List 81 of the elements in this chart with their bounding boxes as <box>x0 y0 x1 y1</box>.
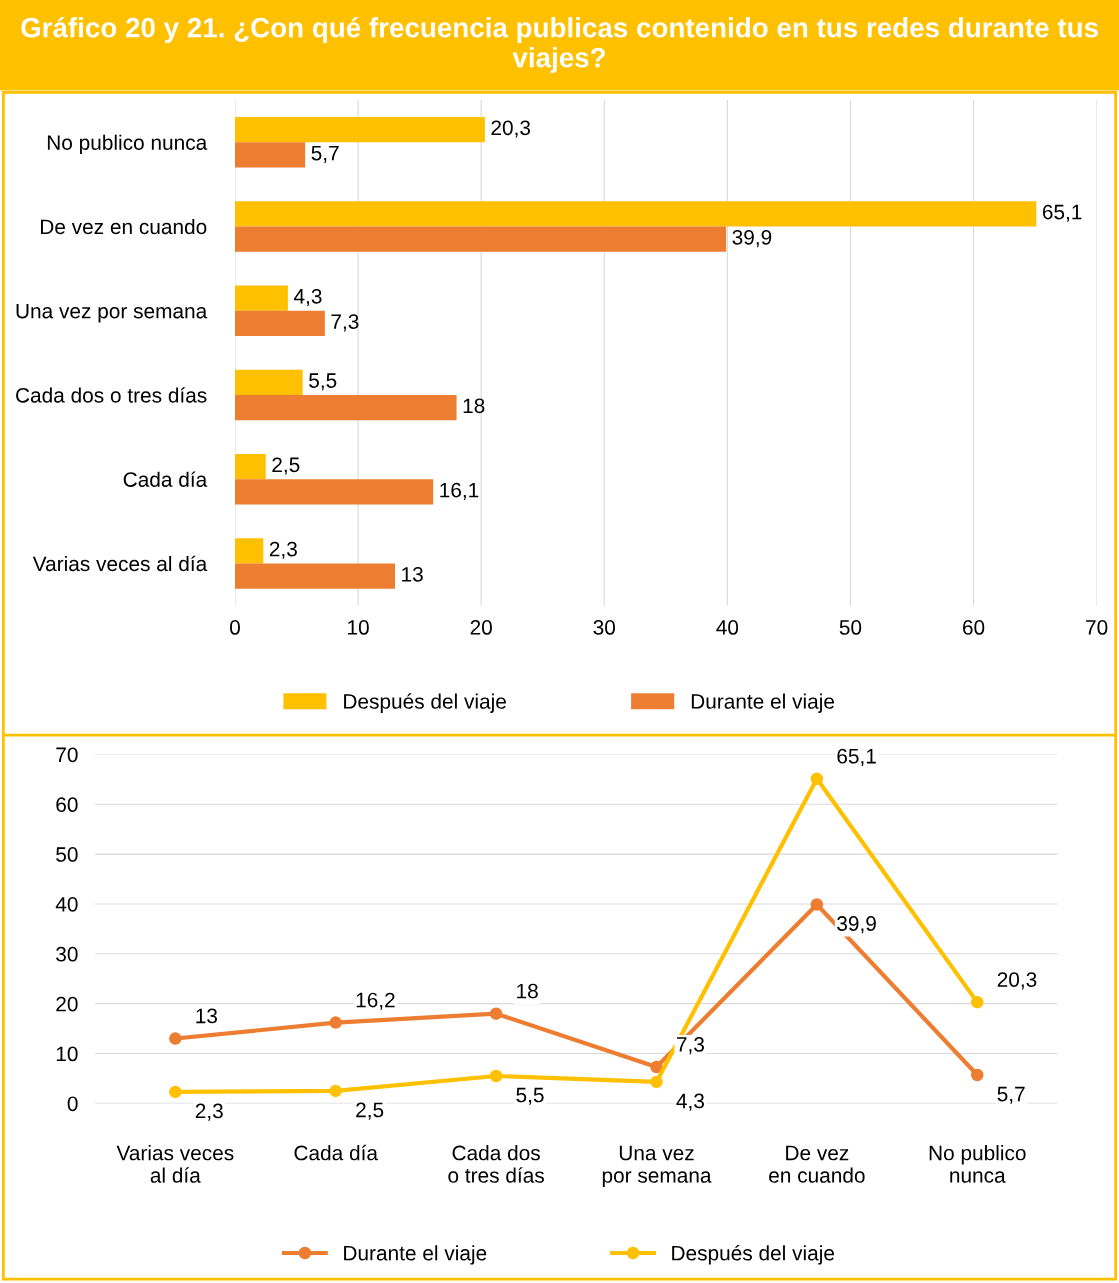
data-label: 7,3 <box>331 314 359 332</box>
y-tick-label: Una vez por semana <box>16 303 208 323</box>
bar <box>234 538 264 564</box>
bar <box>234 142 306 168</box>
data-label: 39,9 <box>837 916 876 934</box>
x-tick-label: De vez en cuando <box>769 1145 865 1183</box>
point <box>489 1007 503 1020</box>
bar <box>234 226 727 252</box>
x-tick-label: 60 <box>963 620 985 635</box>
bar <box>234 285 288 311</box>
y-tick-label: 40 <box>55 896 78 912</box>
bar <box>234 201 1037 227</box>
point <box>971 995 984 1009</box>
y-tick-label: No publico nunca <box>47 134 208 155</box>
data-label: 20,3 <box>491 120 531 138</box>
x-tick-label: Una vez por semana <box>602 1145 712 1187</box>
x-tick-label: 70 <box>1086 620 1108 635</box>
x-tick-label: Cada día <box>294 1144 378 1161</box>
data-label: 65,1 <box>1042 204 1082 222</box>
x-tick-label: No publico nunca <box>929 1145 1026 1183</box>
data-label: 5,7 <box>311 145 339 163</box>
x-tick-label: 50 <box>839 620 862 635</box>
legend-label: Después del viaje <box>344 693 506 713</box>
y-tick-label: 20 <box>56 996 78 1012</box>
x-tick-label: Cada dos o tres días <box>448 1145 544 1183</box>
y-tick-label: De vez en cuando <box>40 218 207 235</box>
x-tick-label: 0 <box>230 620 240 635</box>
data-label: 4,3 <box>676 1093 704 1111</box>
data-label: 2,3 <box>195 1103 223 1121</box>
data-label: 5,7 <box>997 1086 1025 1104</box>
y-tick-label: 30 <box>56 946 78 962</box>
x-tick-label: 20 <box>470 620 492 635</box>
point <box>650 1075 663 1089</box>
data-label: 7,3 <box>676 1037 704 1055</box>
bar <box>234 394 457 421</box>
y-tick-label: Cada día <box>123 471 208 487</box>
data-label: 20,3 <box>997 972 1037 990</box>
y-tick-label: 50 <box>56 847 78 862</box>
legend-label: Después del viaje <box>672 1244 835 1265</box>
data-label: 5,5 <box>309 373 337 391</box>
y-tick-label: 70 <box>56 747 78 763</box>
y-tick-label: 10 <box>56 1046 78 1062</box>
point <box>329 1016 342 1029</box>
data-label: 2,3 <box>269 541 297 559</box>
data-label: 2,5 <box>272 457 300 475</box>
x-tick-label: Varias veces al día <box>116 1145 234 1183</box>
bar <box>234 563 396 589</box>
data-label: 18 <box>463 398 485 414</box>
point <box>971 1068 984 1082</box>
data-label: 65,1 <box>837 748 876 767</box>
x-tick-label: 40 <box>716 620 739 635</box>
bar <box>234 453 266 480</box>
data-label: 13 <box>196 1008 218 1024</box>
chart-title: Gráfico 20 y 21. ¿Con qué frecuencia publicas contenido en tus redes durante tus viajes? <box>21 16 1098 73</box>
point <box>329 1084 342 1098</box>
bar <box>234 369 303 395</box>
x-tick-label: 10 <box>348 620 369 635</box>
x-tick-label: 30 <box>593 620 616 635</box>
data-label: 39,9 <box>732 229 772 248</box>
data-label: 5,5 <box>516 1087 544 1105</box>
data-label: 16,1 <box>440 482 479 500</box>
legend-label: Durante el viaje <box>344 1245 487 1265</box>
point <box>489 1069 503 1083</box>
bar <box>234 116 485 143</box>
legend-label: Durante el viaje <box>691 693 835 713</box>
point <box>650 1060 663 1074</box>
y-tick-label: Varias veces al día <box>32 555 208 572</box>
y-tick-label: Cada dos o tres días <box>16 387 207 403</box>
data-label: 16,2 <box>356 992 395 1010</box>
data-label: 2,5 <box>356 1102 384 1120</box>
point <box>169 1085 182 1099</box>
y-tick-label: 0 <box>67 1096 78 1112</box>
data-label: 4,3 <box>293 288 322 307</box>
bar <box>234 479 434 505</box>
bar <box>234 310 325 336</box>
data-label: 13 <box>402 566 423 582</box>
point <box>810 898 824 911</box>
y-tick-label: 60 <box>56 797 78 813</box>
point <box>169 1032 182 1045</box>
data-label: 18 <box>517 983 538 999</box>
point <box>810 772 824 786</box>
